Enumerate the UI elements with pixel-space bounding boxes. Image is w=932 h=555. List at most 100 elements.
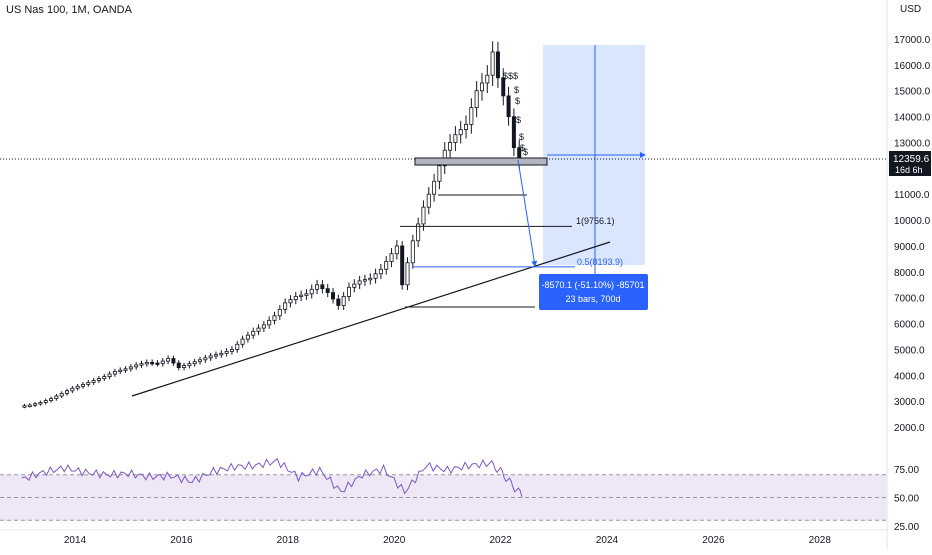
candle-body — [495, 51, 500, 79]
candle-body — [389, 253, 394, 262]
candle-body — [479, 82, 484, 92]
horizontal-levels[interactable] — [0, 157, 887, 308]
candle-body — [224, 350, 229, 354]
time-tick-label: 2018 — [277, 535, 300, 546]
candle-body — [378, 268, 383, 275]
rsi-series — [21, 457, 523, 497]
candle-body — [155, 362, 160, 365]
candle-body — [277, 308, 282, 317]
dollar-mark: $ — [520, 143, 525, 153]
price-tick-label: 3000.0 — [894, 397, 925, 408]
candle-body — [405, 262, 410, 286]
time-tick-label: 2024 — [596, 535, 619, 546]
candle-body — [341, 296, 346, 306]
candle-body — [437, 165, 442, 182]
time-tick-label: 2020 — [383, 535, 406, 546]
candle-body — [54, 395, 59, 399]
candle-body — [474, 90, 479, 108]
candle-body — [336, 298, 341, 306]
candle-body — [458, 129, 463, 136]
candle-body — [80, 383, 85, 387]
candle-body — [506, 95, 511, 118]
price-tag-value: 12359.6 — [893, 154, 930, 165]
candle-body — [70, 387, 75, 392]
candle-body — [102, 376, 107, 379]
candle-body — [426, 193, 431, 208]
candle-body — [107, 373, 112, 378]
time-tick-label: 2026 — [702, 535, 725, 546]
candle-body — [192, 361, 197, 365]
candle-body — [485, 74, 490, 84]
down-arrow — [517, 159, 538, 267]
price-tick-label: 17000.0 — [894, 35, 931, 46]
rsi-tick-label: 25.00 — [894, 522, 919, 533]
rsi-tick-label: 50.00 — [894, 494, 919, 505]
measure-line-2: 23 bars, 700d — [565, 294, 620, 304]
candle-body — [511, 116, 516, 149]
price-tick-label: 16000.0 — [894, 61, 931, 72]
price-tick-label: 15000.0 — [894, 87, 931, 98]
rsi-axis[interactable]: 75.00 50.00 25.00 — [894, 465, 919, 533]
measure-box — [539, 274, 648, 310]
rsi-tick-label: 75.00 — [894, 465, 919, 476]
price-axis[interactable]: 17000.0 16000.0 15000.0 14000.0 13000.0 11000… — [894, 35, 931, 434]
rsi-line — [21, 457, 523, 497]
time-axis[interactable]: 2014 2016 2018 2020 2022 2024 2026 2028 — [64, 535, 831, 546]
candle-body — [134, 364, 139, 368]
candle-body — [357, 280, 362, 285]
candle-body — [38, 402, 43, 405]
time-tick-label: 2014 — [64, 535, 87, 546]
dollar-mark: $$$ — [503, 71, 518, 81]
projection-arrows — [517, 152, 646, 267]
candle-body — [288, 299, 293, 304]
time-tick-label: 2028 — [809, 535, 832, 546]
candle-body — [123, 368, 128, 371]
candle-body — [368, 277, 373, 281]
candle-body — [27, 404, 32, 407]
support-trendline[interactable] — [131, 241, 611, 397]
dollar-mark: $ — [515, 96, 520, 106]
candle-body — [187, 363, 192, 367]
candle-body — [384, 261, 389, 270]
candle-body — [219, 352, 224, 356]
candle-body — [96, 378, 101, 381]
candle-body — [86, 382, 91, 385]
candle-body — [490, 51, 495, 76]
candle-body — [501, 77, 506, 97]
candle-body — [49, 398, 54, 401]
candle-body — [453, 134, 458, 143]
candle-body — [112, 371, 117, 375]
trendline[interactable] — [131, 241, 611, 397]
candle-body — [304, 293, 309, 296]
candles — [22, 41, 522, 409]
candle-body — [251, 330, 256, 336]
candle-body — [469, 107, 474, 125]
candle-body — [59, 393, 64, 397]
fib-label-05: 0.5(8193.9) — [577, 257, 623, 267]
candle-body — [91, 380, 96, 383]
candle-body — [315, 284, 320, 290]
candle-body — [400, 245, 405, 286]
candle-body — [421, 206, 426, 225]
candle-body — [309, 288, 314, 295]
candle-body — [65, 390, 70, 394]
price-tick-label: 14000.0 — [894, 113, 931, 124]
candle-body — [128, 366, 133, 370]
price-tick-label: 2000.0 — [894, 423, 925, 434]
measure-line-1: -8570.1 (-51.10%) -85701 — [541, 280, 644, 290]
candle-body — [346, 286, 351, 297]
candle-body — [176, 362, 181, 368]
candle-body — [416, 223, 421, 242]
candle-body — [160, 360, 165, 365]
price-tick-label: 6000.0 — [894, 320, 925, 331]
fib-label-1: 1(9756.1) — [576, 216, 615, 226]
candle-body — [240, 338, 245, 345]
currency-label[interactable]: USD — [900, 4, 922, 15]
resistance-zone[interactable] — [414, 157, 548, 166]
time-tick-label: 2016 — [170, 535, 193, 546]
price-tag-countdown: 16d 6h — [895, 165, 923, 175]
candle-body — [464, 123, 469, 130]
candle-body — [293, 296, 298, 301]
price-tick-label: 5000.0 — [894, 345, 925, 356]
